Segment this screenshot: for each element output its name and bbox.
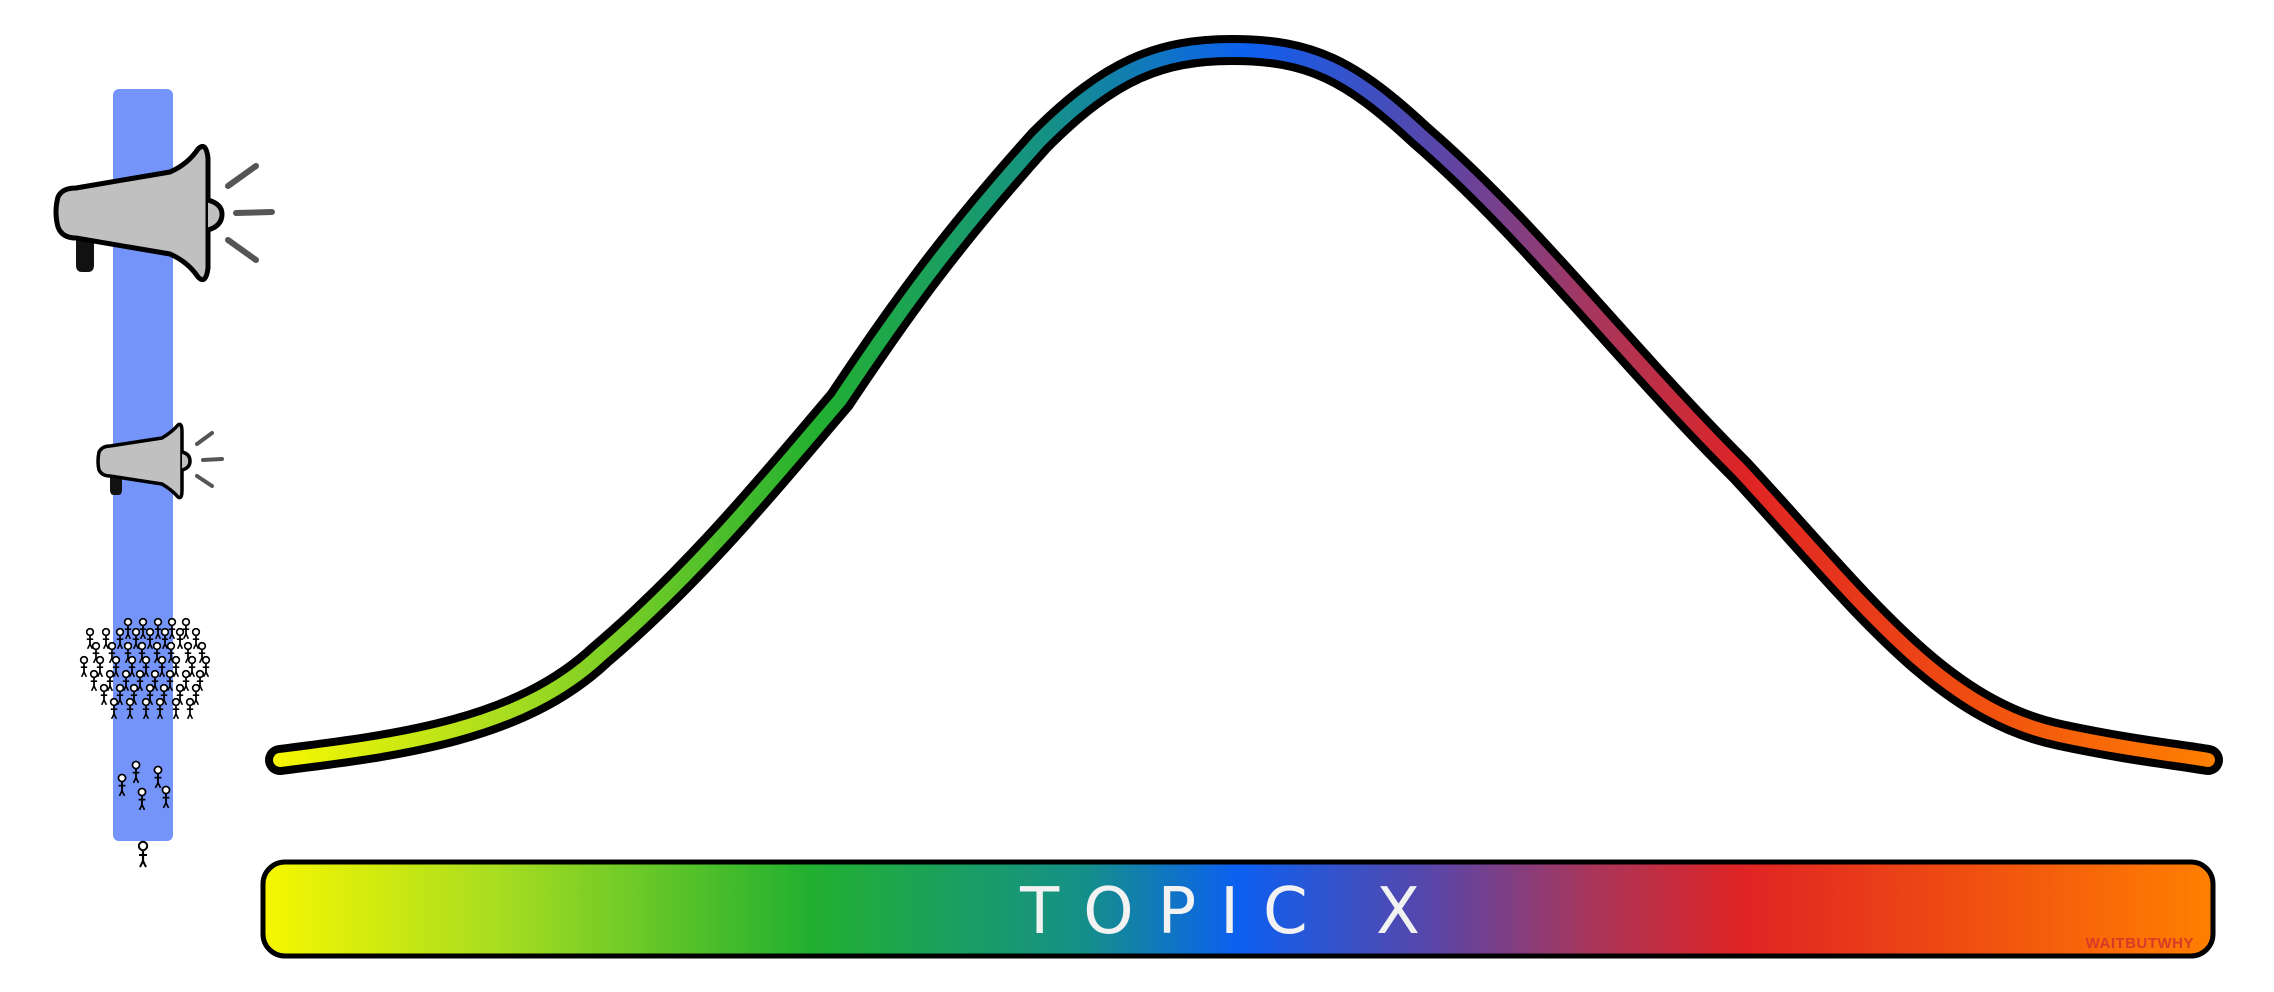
- watermark-text: WAITBUTWHY: [2086, 935, 2194, 952]
- stick-figure-icon: [79, 655, 89, 678]
- topic-spectrum-bar-fill: [260, 859, 2216, 959]
- stick-figure-icon: [171, 697, 181, 720]
- stick-figure-icon: [181, 617, 191, 640]
- topic-spectrum-bar: TOPIC X WAITBUTWHY: [260, 859, 2216, 959]
- bell-curve: [265, 35, 2223, 775]
- small-megaphone-icon: [96, 422, 224, 500]
- stick-figure-icon: [137, 840, 149, 869]
- volume-column: [53, 89, 275, 869]
- topic-label: TOPIC X: [1019, 875, 1444, 949]
- bell-curve-fill: [273, 43, 2215, 767]
- stick-figure-icon: [89, 669, 99, 692]
- stick-figure-icon: [175, 627, 185, 650]
- stick-figure-icon: [99, 683, 109, 706]
- large-megaphone-icon: [53, 144, 275, 282]
- stick-figure-icon: [185, 697, 195, 720]
